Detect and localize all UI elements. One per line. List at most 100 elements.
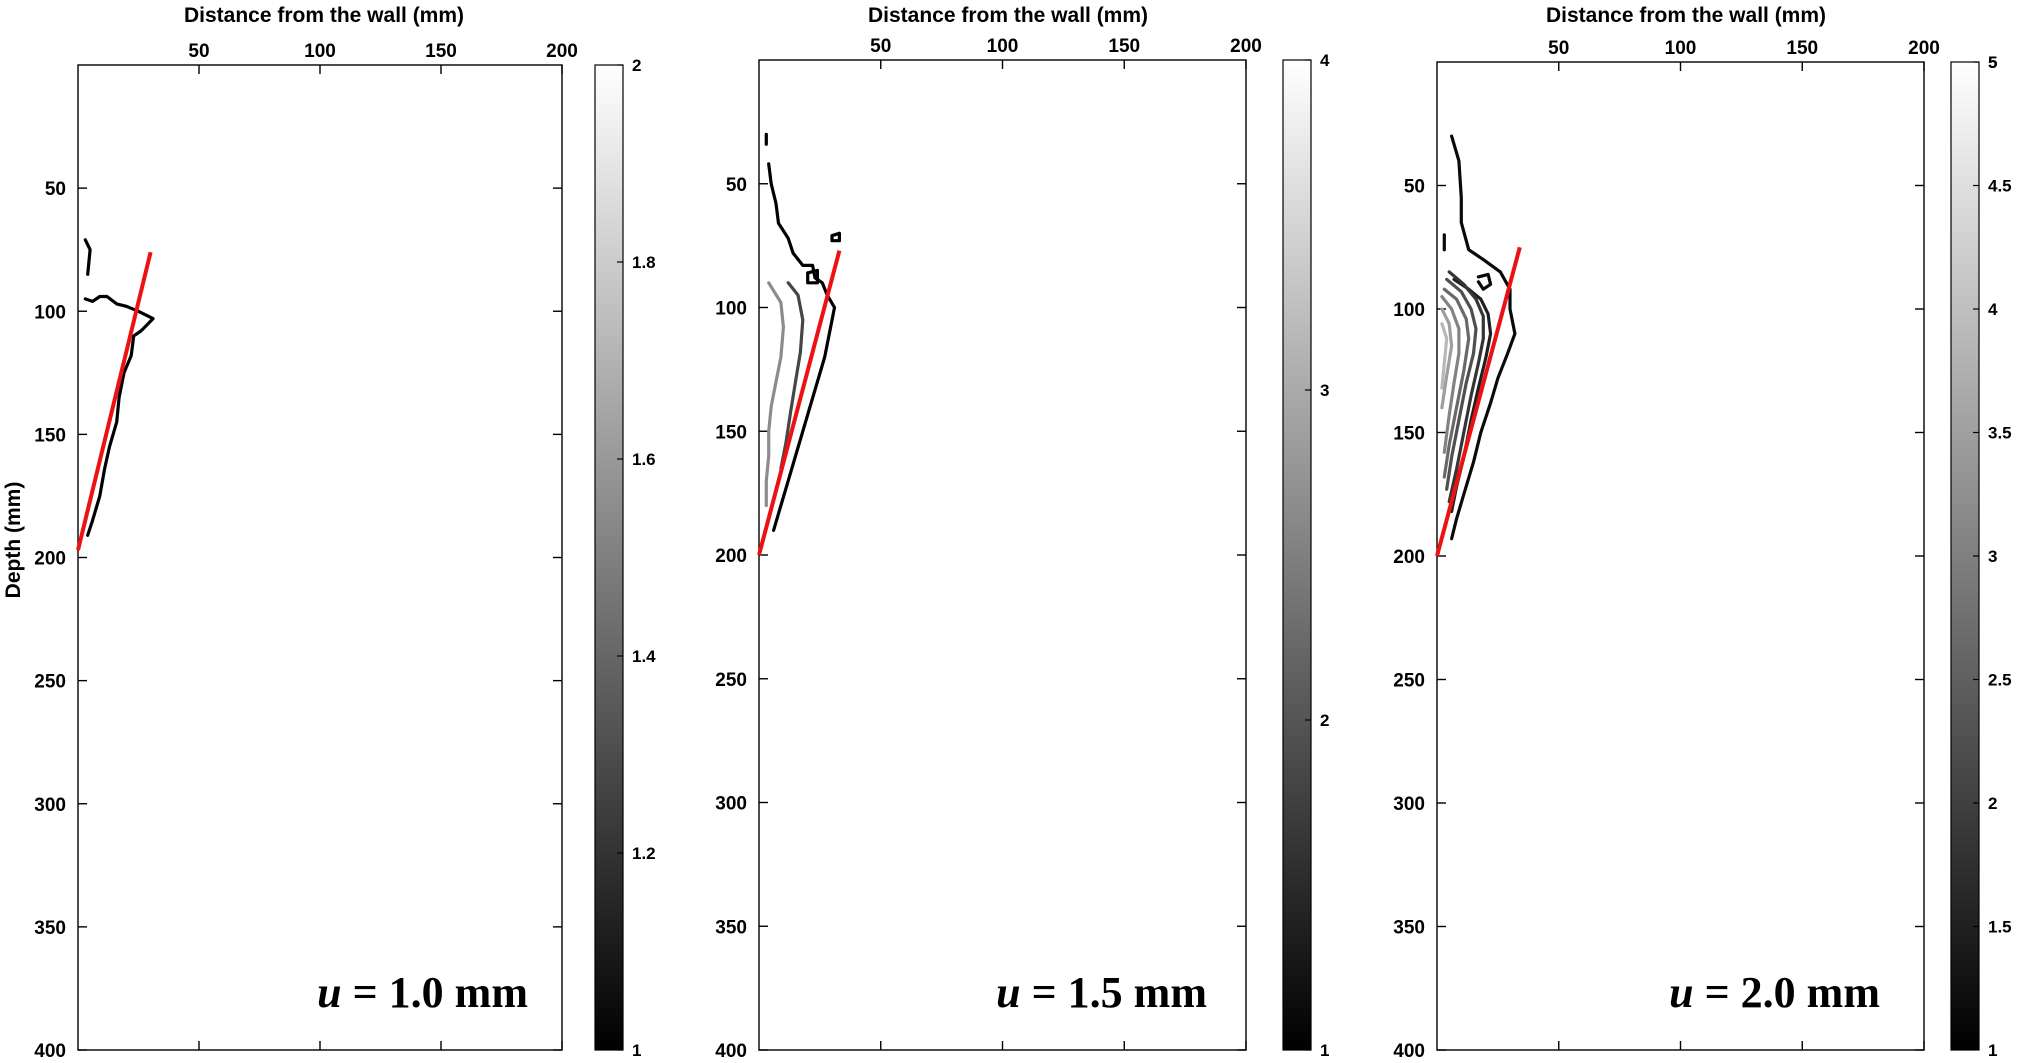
plot-frame — [1436, 61, 1925, 1051]
y-tick-label: 300 — [1393, 794, 1425, 815]
x-tick-label: 50 — [188, 41, 209, 62]
x-axis-title: Distance from the wall (mm) — [1546, 4, 1826, 27]
y-tick-label: 200 — [34, 549, 66, 570]
colorbar-tick-label: 4 — [1988, 300, 1998, 319]
colorbar-ticks: 1 1.2 1.4 1.6 1.8 2 — [617, 56, 656, 1060]
contour-line — [83, 238, 92, 276]
colorbar-tick-label: 2 — [1988, 794, 1997, 813]
x-tick-label: 150 — [425, 41, 457, 62]
y-ticks: 50 100 150 200 250 300 350 400 — [715, 175, 1246, 1062]
y-tick-label: 200 — [1393, 547, 1425, 568]
colorbar-tick-label: 1.5 — [1988, 918, 2012, 937]
annotation-var: u — [317, 968, 341, 1017]
plot-frame — [77, 64, 563, 1051]
x-axis-title: Distance from the wall (mm) — [868, 4, 1148, 27]
y-tick-label: 200 — [715, 546, 747, 567]
x-tick-label: 200 — [1230, 36, 1262, 57]
annotation-text: = 1.0 mm — [342, 968, 528, 1017]
y-tick-label: 150 — [715, 422, 747, 443]
contour-line — [806, 268, 820, 285]
contour-line — [1476, 272, 1493, 291]
y-tick-label: 250 — [34, 672, 66, 693]
x-tick-label: 200 — [1908, 38, 1940, 59]
colorbar-tick-label: 4.5 — [1988, 177, 2012, 196]
y-tick-label: 100 — [1393, 300, 1425, 321]
colorbar-ticks: 1 2 3 4 — [1305, 51, 1330, 1060]
red-line — [76, 251, 153, 551]
colorbar-tick-label: 2 — [1320, 711, 1329, 730]
y-tick-label: 400 — [34, 1041, 66, 1062]
x-tick-label: 200 — [546, 41, 578, 62]
contours — [83, 238, 155, 537]
contour-line — [1442, 287, 1471, 479]
colorbar-tick-label: 3 — [1988, 547, 1997, 566]
y-tick-label: 50 — [45, 179, 66, 200]
contour-line — [1440, 322, 1449, 390]
y-ticks: 50 100 150 200 250 300 350 400 — [1393, 177, 1924, 1062]
y-tick-label: 150 — [1393, 424, 1425, 445]
x-ticks: 50 100 150 200 — [188, 41, 578, 1050]
y-tick-label: 300 — [715, 794, 747, 815]
annotation: u = 2.0 mm — [1669, 968, 1880, 1017]
y-tick-label: 350 — [715, 917, 747, 938]
annotation-var: u — [996, 968, 1020, 1017]
contour-line — [1447, 270, 1485, 504]
colorbar-tick-label: 1.2 — [632, 844, 656, 863]
y-tick-label: 50 — [1404, 177, 1425, 198]
y-tick-label: 100 — [34, 302, 66, 323]
x-tick-label: 150 — [1786, 38, 1818, 59]
annotation-text: = 2.0 mm — [1694, 968, 1880, 1017]
contours — [764, 132, 842, 532]
colorbar-tick-label: 1.8 — [632, 253, 656, 272]
annotation-text: = 1.5 mm — [1021, 968, 1207, 1017]
contour-line — [1440, 295, 1461, 454]
x-ticks: 50 100 150 200 — [870, 36, 1262, 1050]
colorbar-tick-label: 1 — [1320, 1041, 1329, 1060]
colorbar-tick-label: 1.4 — [632, 647, 656, 666]
colorbar — [1282, 59, 1312, 1051]
y-tick-label: 400 — [1393, 1041, 1425, 1062]
colorbar-tick-label: 1.6 — [632, 450, 656, 469]
contour-line — [830, 231, 842, 243]
y-tick-label: 300 — [34, 795, 66, 816]
panel-3: Distance from the wall (mm) 50 100 150 200 … — [1393, 4, 2011, 1062]
y-ticks: 50 100 150 200 250 300 350 400 — [34, 179, 562, 1062]
contour-line — [764, 281, 786, 508]
colorbar-tick-label: 3 — [1320, 381, 1329, 400]
contour-line — [1449, 134, 1517, 541]
x-tick-label: 100 — [1665, 38, 1697, 59]
contour-line — [779, 281, 805, 470]
annotation-var: u — [1669, 968, 1693, 1017]
x-tick-label: 100 — [987, 36, 1019, 57]
colorbar-tick-label: 1 — [632, 1041, 641, 1060]
panel-1: Distance from the wall (mm) Depth (mm) 5… — [2, 4, 656, 1062]
contour-line — [1440, 307, 1454, 410]
y-tick-label: 250 — [1393, 671, 1425, 692]
x-tick-label: 50 — [870, 36, 891, 57]
y-tick-label: 50 — [726, 175, 747, 196]
colorbar-tick-label: 5 — [1988, 53, 1997, 72]
y-tick-label: 350 — [34, 918, 66, 939]
colorbar — [594, 64, 624, 1051]
colorbar-tick-label: 2 — [632, 56, 641, 75]
x-axis-title: Distance from the wall (mm) — [184, 4, 464, 27]
colorbar-tick-label: 5 — [1988, 53, 1997, 72]
y-axis-title: Depth (mm) — [2, 482, 25, 599]
panel-2: Distance from the wall (mm) 50 100 150 200 … — [715, 4, 1330, 1062]
x-tick-label: 150 — [1108, 36, 1140, 57]
x-ticks: 50 100 150 200 — [1548, 38, 1940, 1050]
x-tick-label: 100 — [304, 41, 336, 62]
colorbar-tick-label: 4 — [1320, 51, 1330, 70]
y-tick-label: 250 — [715, 670, 747, 691]
y-tick-label: 150 — [34, 425, 66, 446]
y-tick-label: 400 — [715, 1041, 747, 1062]
y-tick-label: 350 — [1393, 918, 1425, 939]
plot-frame — [758, 59, 1247, 1051]
red-line — [1435, 246, 1522, 557]
annotation: u = 1.0 mm — [317, 968, 528, 1017]
contours — [1440, 134, 1517, 541]
colorbar-tick-label: 3.5 — [1988, 424, 2012, 443]
colorbar-tick-label: 2.5 — [1988, 671, 2012, 690]
